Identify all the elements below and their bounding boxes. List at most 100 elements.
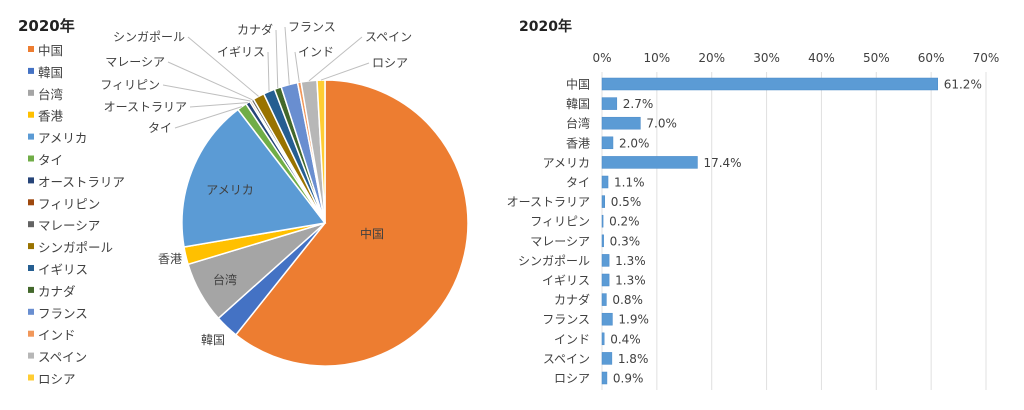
x-tick-label: 60% [918, 51, 945, 65]
legend-swatch [28, 133, 34, 140]
y-category-label: ロシア [554, 372, 590, 386]
bar-data-label: 61.2% [944, 78, 982, 92]
leader-line [294, 51, 300, 83]
x-tick-label: 10% [644, 51, 671, 65]
legend-label: オーストラリア [38, 174, 125, 189]
pie-data-label: 台湾 [213, 272, 237, 287]
y-category-label: インド [554, 332, 590, 346]
bar-data-label: 1.3% [615, 274, 646, 288]
legend-swatch [28, 199, 34, 206]
legend-swatch [28, 330, 34, 337]
bar [601, 116, 641, 130]
pie-slice [181, 108, 327, 248]
legend-swatch [28, 265, 34, 271]
bar [601, 195, 605, 208]
pie-slice [234, 79, 469, 367]
bar-data-label: 7.0% [646, 117, 677, 131]
leader-line [320, 62, 370, 81]
y-category-label: スペイン [543, 352, 590, 366]
legend-swatch [28, 221, 34, 228]
bar-data-label: 0.4% [610, 332, 641, 346]
bar [601, 214, 604, 228]
legend-swatch [28, 177, 34, 184]
bar-data-label: 1.9% [618, 313, 649, 327]
legend-label: フランス [38, 306, 88, 321]
pie-data-label: スペイン [365, 30, 412, 44]
pie-chart: 2020年中国韓国台湾香港アメリカタイオーストラリアフィリピンマレーシアシンガポ… [18, 17, 469, 387]
bar [601, 234, 604, 248]
leader-line [167, 61, 253, 101]
pie-data-label: 中国 [360, 226, 384, 241]
legend-label: 韓国 [38, 65, 63, 80]
legend-swatch [28, 67, 34, 74]
leader-line [189, 102, 248, 108]
bar [601, 97, 618, 110]
pie-data-label: フィリピン [100, 78, 160, 92]
y-category-label: カナダ [554, 292, 590, 307]
leader-line [267, 51, 270, 92]
leader-line [174, 106, 243, 129]
legend-label: インド [38, 328, 76, 343]
y-category-label: フランス [542, 313, 590, 327]
bar-data-label: 2.0% [619, 136, 650, 150]
bar-data-label: 1.8% [618, 352, 649, 366]
legend-swatch [28, 111, 34, 118]
legend-swatch [28, 308, 34, 315]
legend-label: フィリピン [38, 196, 100, 211]
legend-label: スペイン [38, 350, 87, 365]
x-tick-label: 40% [808, 51, 835, 65]
bar [601, 175, 609, 189]
y-category-label: 台湾 [566, 116, 590, 131]
bar-data-label: 0.3% [610, 234, 641, 248]
pie-data-label: ロシア [372, 56, 408, 70]
leader-line [275, 29, 279, 89]
legend-swatch [28, 155, 34, 162]
y-category-label: 韓国 [566, 97, 590, 111]
bar-data-label: 2.7% [623, 97, 654, 111]
legend-label: カナダ [38, 284, 76, 299]
legend-swatch [28, 89, 34, 96]
bar [601, 136, 614, 150]
pie-title: 2020年 [18, 17, 75, 35]
legend-label: タイ [38, 153, 63, 168]
x-tick-label: 20% [698, 51, 725, 65]
y-category-label: マレーシア [530, 234, 590, 248]
legend-label: マレーシア [38, 218, 100, 233]
pie-data-label: カナダ [237, 22, 273, 37]
x-tick-label: 30% [753, 51, 780, 65]
bar-title: 2020年 [519, 18, 572, 35]
x-tick-label: 50% [863, 51, 890, 65]
pie-data-label: インド [298, 45, 334, 59]
leader-line [187, 36, 259, 97]
bar [601, 293, 607, 306]
legend-label: 香港 [38, 109, 64, 124]
legend-swatch [28, 46, 34, 52]
bar-data-label: 1.1% [614, 176, 645, 190]
legend-label: イギリス [38, 262, 88, 277]
pie-data-label: シンガポール [113, 30, 185, 44]
y-category-label: オーストラリア [507, 195, 590, 209]
legend-label: シンガポール [38, 240, 113, 255]
bar [601, 77, 938, 91]
pie-data-label: オーストラリア [104, 100, 187, 114]
bar [601, 254, 610, 267]
pie-data-label: マレーシア [105, 55, 165, 69]
bar [601, 332, 605, 346]
legend-label: アメリカ [38, 131, 87, 146]
bar [601, 273, 610, 287]
y-category-label: シンガポール [518, 254, 590, 268]
y-category-label: タイ [566, 176, 590, 190]
pie-data-label: フランス [288, 20, 336, 34]
bar-data-label: 1.3% [615, 254, 646, 268]
x-tick-label: 0% [592, 51, 611, 65]
leader-line [162, 84, 251, 102]
bar [601, 371, 608, 385]
legend-label: ロシア [38, 372, 76, 387]
pie-data-label: 韓国 [201, 333, 225, 347]
leader-line [284, 26, 290, 85]
legend-label: 台湾 [38, 87, 63, 102]
bar-data-label: 17.4% [703, 156, 741, 170]
pie-data-label: 香港 [158, 252, 182, 266]
